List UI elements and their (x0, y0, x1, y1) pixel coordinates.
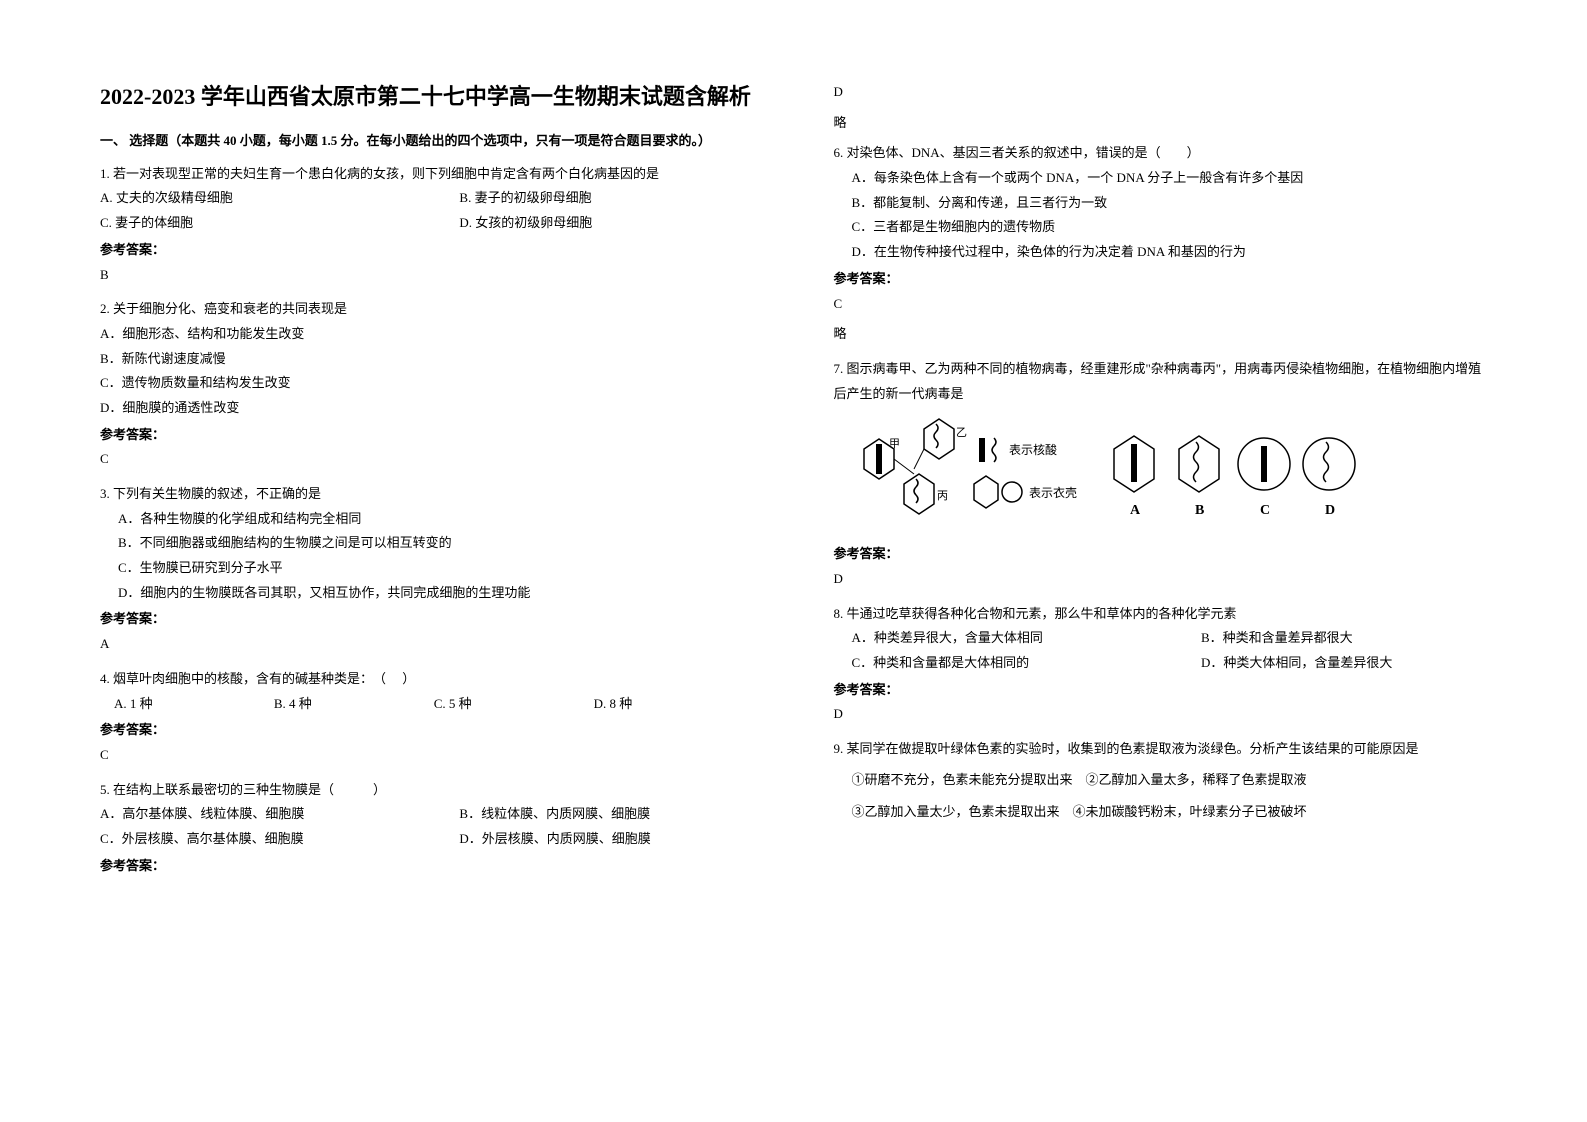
q7-legend1: 表示核酸 (1009, 442, 1057, 457)
q1-text: 1. 若一对表现型正常的夫妇生育一个患白化病的女孩，则下列细胞中肯定含有两个白化… (100, 162, 754, 187)
q5-answer2: 略 (834, 111, 1488, 136)
q6-answer: C (834, 292, 1488, 317)
page-title: 2022-2023 学年山西省太原市第二十七中学高一生物期末试题含解析 (100, 80, 754, 113)
q1-optC: C. 妻子的体细胞 (100, 211, 459, 236)
q4-optB: B. 4 种 (274, 692, 434, 717)
q5-answer-label: 参考答案： (100, 854, 754, 879)
q2-optD: D．细胞膜的通透性改变 (100, 396, 754, 421)
q7-yi-label: 乙 (956, 426, 967, 439)
question-7: 7. 图示病毒甲、乙为两种不同的植物病毒，经重建形成"杂种病毒丙"，用病毒丙侵染… (834, 357, 1488, 598)
q7-answer: D (834, 567, 1488, 592)
q7-bing-label: 丙 (937, 490, 948, 502)
q4-text: 4. 烟草叶肉细胞中的核酸，含有的碱基种类是： （ ） (100, 667, 754, 692)
question-1: 1. 若一对表现型正常的夫妇生育一个患白化病的女孩，则下列细胞中肯定含有两个白化… (100, 162, 754, 293)
q6-text: 6. 对染色体、DNA、基因三者关系的叙述中，错误的是（ ） (834, 141, 1488, 166)
q4-answer: C (100, 743, 754, 768)
q7-labD: D (1325, 503, 1335, 518)
q3-optB: B．不同细胞器或细胞结构的生物膜之间是可以相互转变的 (100, 531, 754, 556)
q8-answer: D (834, 702, 1488, 727)
q3-answer: A (100, 632, 754, 657)
q9-text: 9. 某同学在做提取叶绿体色素的实验时，收集到的色素提取液为淡绿色。分析产生该结… (834, 737, 1488, 762)
q4-optC: C. 5 种 (434, 692, 594, 717)
q2-optA: A．细胞形态、结构和功能发生改变 (100, 322, 754, 347)
q4-answer-label: 参考答案： (100, 718, 754, 743)
q1-answer-label: 参考答案： (100, 238, 754, 263)
question-6: 6. 对染色体、DNA、基因三者关系的叙述中，错误的是（ ） A．每条染色体上含… (834, 141, 1488, 353)
q1-optA: A. 丈夫的次级精母细胞 (100, 186, 459, 211)
q9-opt1: ①研磨不充分，色素未能充分提取出来 ②乙醇加入量太多，稀释了色素提取液 (834, 768, 1488, 793)
q3-text: 3. 下列有关生物膜的叙述，不正确的是 (100, 482, 754, 507)
q4-optA: A. 1 种 (100, 692, 274, 717)
question-3: 3. 下列有关生物膜的叙述，不正确的是 A．各种生物膜的化学组成和结构完全相同 … (100, 482, 754, 663)
question-9: 9. 某同学在做提取叶绿体色素的实验时，收集到的色素提取液为淡绿色。分析产生该结… (834, 737, 1488, 825)
q6-optB: B．都能复制、分离和传递，且三者行为一致 (834, 191, 1488, 216)
question-2: 2. 关于细胞分化、癌变和衰老的共同表现是 A．细胞形态、结构和功能发生改变 B… (100, 297, 754, 478)
q3-optC: C．生物膜已研究到分子水平 (100, 556, 754, 581)
q7-diagram: 甲 乙 丙 表示核酸 表示衣壳 (834, 414, 1488, 534)
question-5: 5. 在结构上联系最密切的三种生物膜是（ ） A．高尔基体膜、线粒体膜、细胞膜 … (100, 778, 754, 879)
q5-optB: B．线粒体膜、内质网膜、细胞膜 (459, 802, 753, 827)
q2-optB: B．新陈代谢速度减慢 (100, 347, 754, 372)
q6-optC: C．三者都是生物细胞内的遗传物质 (834, 215, 1488, 240)
q7-legend2: 表示衣壳 (1029, 485, 1077, 500)
question-4: 4. 烟草叶肉细胞中的核酸，含有的碱基种类是： （ ） A. 1 种 B. 4 … (100, 667, 754, 774)
q8-answer-label: 参考答案： (834, 678, 1488, 703)
q7-labC: C (1260, 503, 1270, 518)
q7-labB: B (1195, 503, 1204, 518)
q1-answer: B (100, 263, 754, 288)
q5-answer: D (834, 80, 1488, 105)
q8-optC: C．种类和含量都是大体相同的 (852, 651, 1202, 676)
question-8: 8. 牛通过吃草获得各种化合物和元素，那么牛和草体内的各种化学元素 A．种类差异… (834, 602, 1488, 733)
q7-text: 7. 图示病毒甲、乙为两种不同的植物病毒，经重建形成"杂种病毒丙"，用病毒丙侵染… (834, 357, 1488, 406)
section-header: 一、 选择题（本题共 40 小题，每小题 1.5 分。在每小题给出的四个选项中，… (100, 131, 754, 152)
q4-optD: D. 8 种 (594, 692, 754, 717)
left-column: 2022-2023 学年山西省太原市第二十七中学高一生物期末试题含解析 一、 选… (100, 80, 754, 1082)
q7-answer-label: 参考答案： (834, 542, 1488, 567)
q3-optD: D．细胞内的生物膜既各司其职，又相互协作，共同完成细胞的生理功能 (100, 581, 754, 606)
q1-optB: B. 妻子的初级卵母细胞 (459, 186, 753, 211)
q8-optB: B．种类和含量差异都很大 (1201, 626, 1487, 651)
q6-answer2: 略 (834, 322, 1488, 347)
q9-opt2: ③乙醇加入量太少，色素未提取出来 ④未加碳酸钙粉末，叶绿素分子已被破坏 (834, 800, 1488, 825)
q1-optD: D. 女孩的初级卵母细胞 (459, 211, 753, 236)
q7-jia-label: 甲 (889, 438, 900, 450)
q5-optC: C．外层核膜、高尔基体膜、细胞膜 (100, 827, 459, 852)
q5-text: 5. 在结构上联系最密切的三种生物膜是（ ） (100, 778, 754, 803)
q6-optD: D．在生物传种接代过程中，染色体的行为决定着 DNA 和基因的行为 (834, 240, 1488, 265)
q3-optA: A．各种生物膜的化学组成和结构完全相同 (100, 507, 754, 532)
q2-text: 2. 关于细胞分化、癌变和衰老的共同表现是 (100, 297, 754, 322)
q3-answer-label: 参考答案： (100, 607, 754, 632)
right-column: D 略 6. 对染色体、DNA、基因三者关系的叙述中，错误的是（ ） A．每条染… (834, 80, 1488, 1082)
q8-optD: D．种类大体相同，含量差异很大 (1201, 651, 1487, 676)
q5-optA: A．高尔基体膜、线粒体膜、细胞膜 (100, 802, 459, 827)
q6-answer-label: 参考答案： (834, 267, 1488, 292)
q2-answer: C (100, 447, 754, 472)
q8-optA: A．种类差异很大，含量大体相同 (852, 626, 1202, 651)
q2-optC: C．遗传物质数量和结构发生改变 (100, 371, 754, 396)
q7-labA: A (1130, 503, 1141, 518)
q6-optA: A．每条染色体上含有一个或两个 DNA，一个 DNA 分子上一般含有许多个基因 (834, 166, 1488, 191)
q5-optD: D．外层核膜、内质网膜、细胞膜 (459, 827, 753, 852)
q2-answer-label: 参考答案： (100, 423, 754, 448)
q8-text: 8. 牛通过吃草获得各种化合物和元素，那么牛和草体内的各种化学元素 (834, 602, 1488, 627)
